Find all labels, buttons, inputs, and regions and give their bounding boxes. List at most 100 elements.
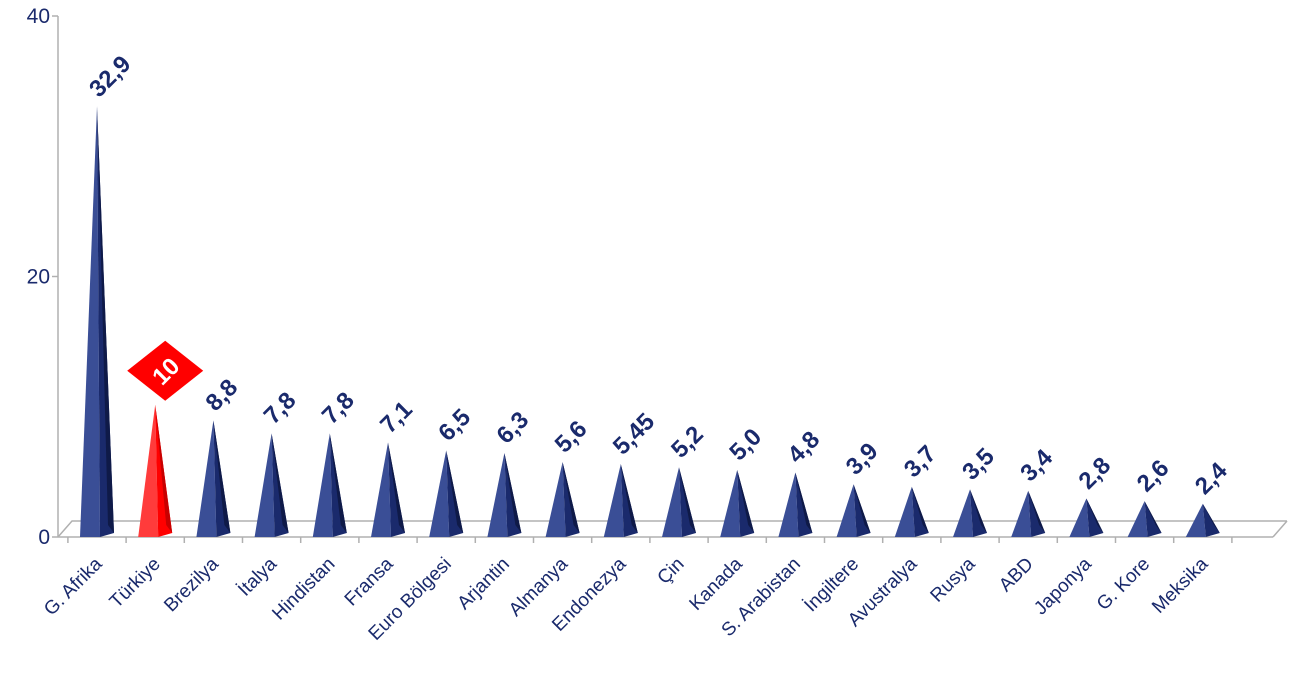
bar-face-back [737, 469, 755, 533]
bar-face-front [1202, 503, 1220, 537]
bar-face-back [329, 433, 347, 533]
bar [1127, 501, 1162, 537]
value-label: 3,9 [841, 438, 884, 481]
value-label: 2,4 [1190, 457, 1233, 500]
value-label: 5,0 [724, 423, 767, 466]
value-label: 4,8 [783, 426, 826, 469]
bar-face-back [1202, 503, 1220, 533]
bar-face-left [80, 106, 100, 537]
bar-face-left [662, 467, 682, 537]
bar [720, 469, 755, 537]
value-label: 32,9 [84, 51, 136, 103]
bar [778, 472, 813, 537]
x-axis-label: Brezilya [160, 553, 223, 616]
bar-face-left [196, 420, 217, 537]
bar-face-back [562, 462, 580, 533]
floor-back-edge [57, 520, 1287, 538]
y-tick-label: 20 [27, 266, 50, 289]
bar [836, 484, 871, 537]
bar [138, 404, 173, 537]
bar-face-back [1086, 498, 1104, 533]
value-label: 2,6 [1132, 455, 1175, 498]
value-label: 5,45 [608, 408, 660, 460]
bar-face-back [970, 489, 987, 533]
bar-face-left [545, 462, 566, 537]
bar-face-left [138, 404, 159, 537]
value-label: 7,8 [259, 387, 302, 430]
value-label: 3,5 [957, 443, 1000, 486]
y-tick-label: 40 [27, 5, 50, 28]
bar-face-back [271, 433, 289, 533]
value-label: 6,3 [492, 406, 535, 449]
bar-face-left [1185, 503, 1206, 537]
value-label-badge-shape [127, 340, 204, 401]
bar [953, 489, 987, 537]
bar-face-back [853, 484, 871, 533]
bar [1069, 498, 1104, 537]
bar-face-back [97, 106, 114, 533]
value-label: 7,8 [317, 387, 360, 430]
bar-face-left [254, 433, 275, 537]
value-label: 3,7 [899, 440, 942, 483]
bar-face-left [953, 489, 973, 537]
value-label-badge: 10 [127, 340, 204, 401]
floor-right-edge [1272, 520, 1288, 538]
bar [429, 450, 464, 537]
value-label: 8,8 [201, 374, 244, 417]
bar-face-back [1028, 490, 1046, 533]
bar-face-left [1011, 490, 1032, 537]
bar [1011, 490, 1046, 537]
bar [894, 486, 929, 537]
x-axis-label: Japonya [1030, 553, 1096, 619]
bar-face-left [894, 486, 915, 537]
x-axis-label: G. Afrika [40, 553, 107, 620]
bar-face-left [429, 450, 450, 537]
bar [662, 467, 696, 537]
bar [603, 464, 638, 537]
bar-face-back [213, 420, 231, 533]
bar-face-back [155, 404, 173, 533]
bar-face-back [1144, 501, 1162, 533]
bar [545, 462, 580, 537]
x-axis-label: İtalya [234, 553, 281, 600]
value-label: 3,4 [1015, 444, 1058, 487]
x-axis-label: Rusya [927, 553, 980, 606]
bar-face-back [388, 442, 405, 533]
bar-face-left [778, 472, 799, 537]
x-axis-label: Hindistan [268, 554, 339, 625]
x-axis-label: ABD [995, 554, 1037, 596]
bar-face-left [312, 433, 333, 537]
bar-face-left [720, 469, 741, 537]
bar-face-back [504, 452, 522, 533]
bar [1185, 503, 1220, 537]
y-axis-ticks: 0 20 40 [27, 5, 58, 549]
chart-bars [80, 106, 1220, 537]
bar-face-back [911, 486, 929, 533]
bar-face-left [1127, 501, 1148, 537]
bar-face-left [836, 484, 857, 537]
bar-face-left [371, 442, 391, 537]
bar [254, 433, 289, 537]
x-axis-label: Çin [654, 554, 689, 589]
bar-face-back [446, 450, 464, 533]
bar [196, 420, 231, 537]
value-label: 5,2 [666, 421, 709, 464]
y-tick-label: 0 [38, 526, 50, 549]
x-axis-label: Türkiye [106, 554, 165, 613]
value-label: 7,1 [375, 396, 418, 439]
bar-face-back [620, 464, 638, 533]
x-axis-label: Meksika [1148, 553, 1212, 617]
value-label: 2,8 [1074, 452, 1117, 495]
bar [371, 442, 405, 537]
bar-face-left [603, 464, 624, 537]
value-labels: 32,9 108,8 7,8 7,8 7,1 6,5 6,3 5,6 5,45 5,2 5,0 4,8… [84, 51, 1233, 500]
bar-face-left [487, 452, 508, 537]
bar-face-back [795, 472, 813, 533]
bar [80, 106, 114, 537]
value-label: 5,6 [550, 416, 593, 459]
x-axis-label: G. Kore [1093, 554, 1154, 615]
bar-face-left [1069, 498, 1090, 537]
bar [487, 452, 522, 537]
